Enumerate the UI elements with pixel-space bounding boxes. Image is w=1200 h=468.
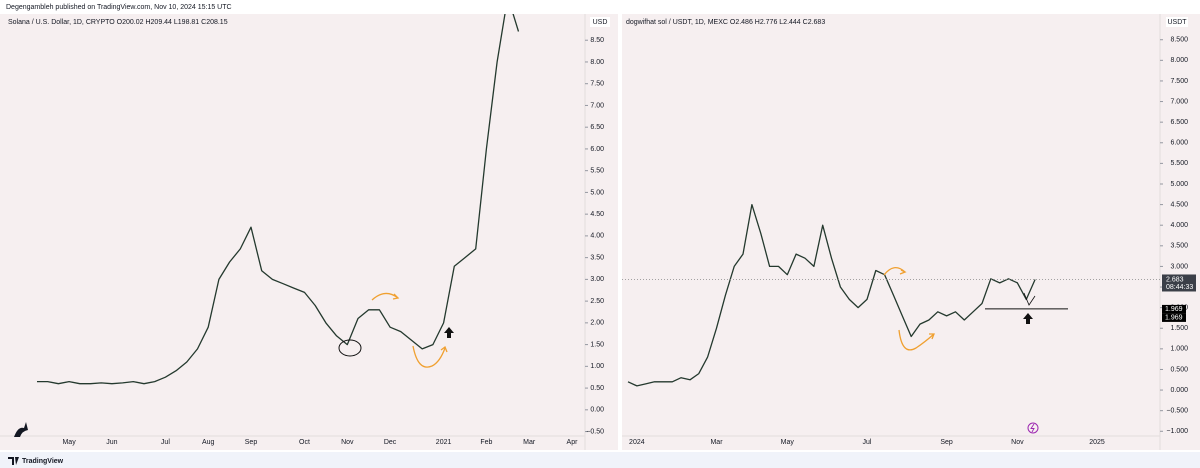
last-price-label: 2.683	[1166, 276, 1184, 283]
x-tick-label: Nov	[1011, 439, 1024, 446]
x-tick-label: Aug	[202, 439, 215, 446]
x-tick-label: Jul	[862, 439, 871, 446]
y-tick-label: 6.00	[590, 146, 604, 153]
y-tick-label: 3.00	[590, 276, 604, 283]
y-tick-label: 0.500	[1170, 366, 1188, 373]
chart-title: dogwifhat sol / USDT, 1D, MEXC O2.486 H2…	[626, 19, 825, 26]
y-tick-label: 4.000	[1170, 222, 1188, 229]
x-tick-label: Dec	[384, 439, 397, 446]
unit-box	[590, 17, 610, 27]
header: Degengambleh published on TradingView.co…	[6, 4, 232, 11]
y-tick-label: −0.50	[586, 428, 604, 435]
up-arrow	[1023, 313, 1033, 324]
x-tick-label: Sep	[245, 439, 258, 446]
y-tick-label: 5.000	[1170, 181, 1188, 188]
unit-box	[1166, 17, 1188, 27]
x-tick-label: Mar	[523, 439, 536, 446]
countdown: 08:44:33	[1166, 284, 1193, 291]
last-price-box	[1162, 274, 1196, 292]
y-tick-label: 4.500	[1170, 201, 1188, 208]
unit-label: USD	[593, 19, 608, 26]
y-tick-label: 8.00	[590, 59, 604, 66]
y-tick-label: 2.00	[590, 320, 604, 327]
footer-logo	[8, 457, 19, 465]
tv-logo	[14, 422, 28, 437]
y-tick-label: −0.500	[1166, 408, 1188, 415]
y-tick-label: 6.50	[590, 124, 604, 131]
y-tick-label: 1.000	[1170, 346, 1188, 353]
x-tick-label: Oct	[299, 439, 310, 446]
y-tick-label: 6.000	[1170, 140, 1188, 147]
event-icon	[1027, 422, 1039, 434]
left-panel	[0, 14, 618, 450]
x-tick-label: Nov	[341, 439, 354, 446]
y-tick-label: 4.00	[590, 233, 604, 240]
level-label: 1.969	[1165, 306, 1183, 313]
orange-arrowhead	[899, 269, 907, 275]
y-tick-label: 7.50	[590, 81, 604, 88]
y-tick-label: 6.500	[1170, 119, 1188, 126]
chart-title: Solana / U.S. Dollar, 1D, CRYPTO O200.02…	[8, 19, 228, 26]
y-tick-label: 2.50	[590, 298, 604, 305]
x-tick-label: Jul	[161, 439, 170, 446]
x-tick-label: Apr	[567, 439, 579, 446]
price-line	[627, 203, 1036, 387]
y-tick-label: 1.500	[1170, 325, 1188, 332]
up-arrow	[444, 327, 454, 338]
chart-layer: −0.50 0.00 0.50 1.00 1.50 2.00 2.50 3.00 3.50 4.0…	[37, 14, 1196, 446]
y-tick-label: 0.00	[590, 407, 604, 414]
orange-arrowhead	[440, 345, 448, 353]
y-tick-label: 8.000	[1170, 57, 1188, 64]
x-tick-label: 2024	[629, 439, 645, 446]
x-tick-label: Sep	[940, 439, 953, 446]
y-tick-label: 8.500	[1170, 37, 1188, 44]
y-tick-label: 3.500	[1170, 243, 1188, 250]
y-tick-label: 7.000	[1170, 98, 1188, 105]
footer-text: TradingView	[22, 458, 64, 465]
y-tick-label: −1.000	[1166, 428, 1188, 435]
orange-arrow	[898, 329, 935, 351]
x-tick-label: Jun	[106, 439, 117, 446]
x-tick-label: 2025	[1089, 439, 1105, 446]
y-tick-label: 8.50	[590, 37, 604, 44]
y-tick-label: 7.00	[590, 102, 604, 109]
y-tick-label: 3.000	[1170, 263, 1188, 270]
circle-drawing	[338, 339, 362, 357]
y-tick-label: 0.000	[1170, 387, 1188, 394]
y-tick-label: 5.00	[590, 189, 604, 196]
x-tick-label: May	[781, 439, 795, 446]
orange-arrowhead	[929, 333, 935, 340]
annotations	[371, 267, 935, 368]
level-box	[1162, 304, 1186, 314]
x-tick-label: Feb	[480, 439, 492, 446]
x-tick-label: 2021	[436, 439, 452, 446]
y-tick-label: 3.50	[590, 254, 604, 261]
line-drawing	[1023, 292, 1036, 306]
right-panel	[622, 14, 1200, 450]
price-line	[37, 14, 520, 385]
y-tick-label: 5.50	[590, 168, 604, 175]
footer-bar	[0, 452, 1200, 468]
y-tick-label: 4.50	[590, 211, 604, 218]
event-icon-bolt	[1030, 423, 1035, 433]
y-tick-label: 1.00	[590, 363, 604, 370]
x-tick-label: May	[62, 439, 76, 446]
orange-arrow	[412, 345, 446, 368]
unit-label: USDT	[1167, 19, 1187, 26]
y-tick-label: 7.500	[1170, 78, 1188, 85]
y-tick-label: 0.50	[590, 385, 604, 392]
level-label: 1.969	[1165, 314, 1183, 321]
x-tick-label: Mar	[710, 439, 723, 446]
y-tick-label: 5.500	[1170, 160, 1188, 167]
orange-arrowhead	[392, 293, 400, 300]
level-box	[1162, 313, 1186, 322]
y-tick-label: 1.50	[590, 341, 604, 348]
